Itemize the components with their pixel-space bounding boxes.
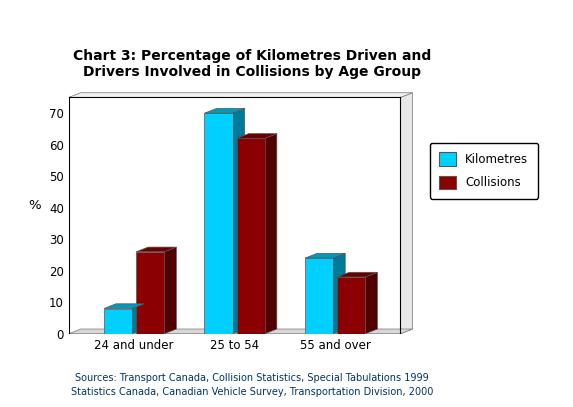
Polygon shape <box>136 247 176 252</box>
Polygon shape <box>69 329 413 334</box>
Text: Sources: Transport Canada, Collision Statistics, Special Tabulations 1999: Sources: Transport Canada, Collision Sta… <box>75 372 429 383</box>
Polygon shape <box>337 277 366 334</box>
Polygon shape <box>132 304 144 334</box>
Polygon shape <box>136 252 164 334</box>
Polygon shape <box>265 133 277 334</box>
Polygon shape <box>205 113 233 334</box>
Legend: Kilometres, Collisions: Kilometres, Collisions <box>430 143 538 199</box>
Polygon shape <box>237 138 265 334</box>
Polygon shape <box>237 133 277 138</box>
Polygon shape <box>333 254 345 334</box>
Polygon shape <box>104 304 144 309</box>
Polygon shape <box>233 108 245 334</box>
Polygon shape <box>401 93 413 334</box>
Polygon shape <box>164 247 176 334</box>
Polygon shape <box>305 258 333 334</box>
Text: Chart 3: Percentage of Kilometres Driven and
Drivers Involved in Collisions by A: Chart 3: Percentage of Kilometres Driven… <box>73 49 431 79</box>
Polygon shape <box>337 272 378 277</box>
Polygon shape <box>69 93 413 97</box>
Polygon shape <box>205 108 245 113</box>
Text: Statistics Canada, Canadian Vehicle Survey, Transportation Division, 2000: Statistics Canada, Canadian Vehicle Surv… <box>71 387 433 397</box>
Polygon shape <box>104 309 132 334</box>
Y-axis label: %: % <box>28 199 41 212</box>
Polygon shape <box>305 254 345 258</box>
Polygon shape <box>366 272 378 334</box>
